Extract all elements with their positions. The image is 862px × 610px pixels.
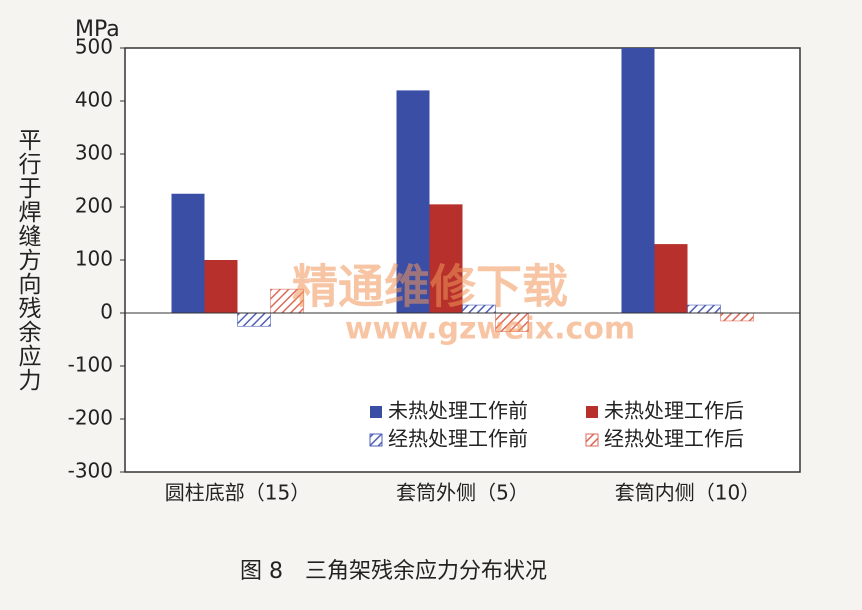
watermark: 精通维修下载 xyxy=(292,260,568,314)
bar xyxy=(654,244,688,313)
legend-swatch xyxy=(585,433,599,447)
caption: 图 8 三角架残余应力分布状况 xyxy=(240,559,547,584)
x-tick-label: 套筒内侧（10） xyxy=(615,481,760,505)
legend-label: 未热处理工作后 xyxy=(604,399,744,423)
legend-label: 经热处理工作前 xyxy=(388,427,528,451)
x-tick-label: 圆柱底部（15） xyxy=(165,481,310,505)
legend-label: 经热处理工作后 xyxy=(604,427,744,451)
y-tick-label: 300 xyxy=(75,141,113,165)
bar xyxy=(621,48,655,313)
bar xyxy=(720,312,754,322)
watermark: www.gzweix.com xyxy=(345,312,635,347)
bar xyxy=(237,312,271,327)
legend-swatch xyxy=(586,406,598,418)
y-tick-label: 0 xyxy=(100,300,113,324)
bar xyxy=(687,304,721,314)
bar xyxy=(171,193,205,313)
y-tick-label: -200 xyxy=(68,406,113,430)
y-tick-label: 100 xyxy=(75,247,113,271)
y-tick-label: -100 xyxy=(68,353,113,377)
y-axis-label: 平行于焊缝方向残余应力 xyxy=(14,128,40,392)
y-unit: MPa xyxy=(75,17,120,42)
legend-swatch xyxy=(369,433,383,447)
bar xyxy=(429,204,463,313)
legend-swatch xyxy=(370,406,382,418)
bar xyxy=(204,260,238,313)
legend-label: 未热处理工作前 xyxy=(388,399,528,423)
x-tick-label: 套筒外侧（5） xyxy=(396,481,529,505)
bar xyxy=(396,90,430,314)
y-tick-label: -300 xyxy=(68,459,113,483)
y-tick-label: 400 xyxy=(75,88,113,112)
y-tick-label: 500 xyxy=(75,35,113,59)
y-tick-label: 200 xyxy=(75,194,113,218)
